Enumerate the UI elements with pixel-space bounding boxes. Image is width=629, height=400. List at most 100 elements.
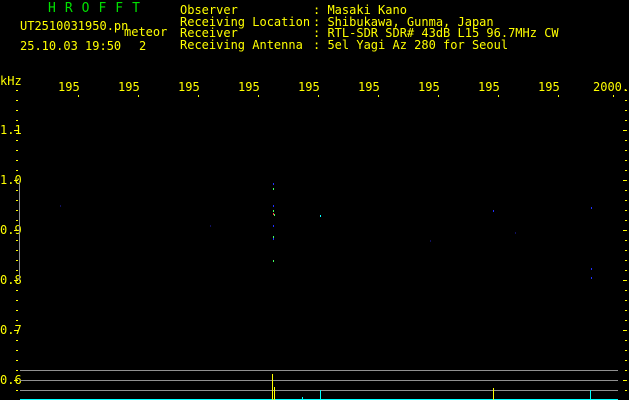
signal-bar [274, 387, 275, 400]
y-tick-right [623, 380, 627, 381]
signal-dot [430, 240, 431, 242]
x-tick-label: 195 [178, 80, 200, 94]
y-tick-left [16, 290, 18, 291]
signal-dot [515, 232, 516, 234]
mode-label: meteor [124, 25, 168, 39]
info-label: Observer [180, 3, 238, 17]
y-tick-label: 0.8 [0, 273, 22, 287]
signal-bar [493, 388, 494, 400]
signal-dot [273, 183, 274, 185]
y-tick-left [16, 90, 18, 91]
x-tick-label: 195 [538, 80, 560, 94]
y-tick-right [625, 220, 627, 221]
signal-dot [273, 188, 274, 190]
y-tick-right [625, 210, 627, 211]
y-tick-right [625, 250, 627, 251]
y-tick-label: 1.1 [0, 123, 22, 137]
signal-dot [320, 215, 321, 217]
x-tick [78, 95, 79, 97]
y-tick-right [623, 180, 627, 181]
x-tick [318, 95, 319, 97]
signal-dot [591, 268, 592, 270]
y-tick-left [16, 250, 18, 251]
signal-dot [493, 210, 494, 212]
app-title: HROFFT [48, 1, 149, 16]
x-tick-label: 195 [298, 80, 320, 94]
y-tick-right [625, 300, 627, 301]
y-tick-left [16, 310, 18, 311]
y-tick-left [16, 190, 18, 191]
signal-dot [273, 210, 274, 212]
info-value: : RTL-SDR SDR# 43dB L15 96.7MHz CW [313, 26, 559, 40]
left-marker-line [19, 181, 20, 281]
signal-dot [273, 205, 274, 207]
x-tick-label: 195 [118, 80, 140, 94]
y-tick-right [625, 270, 627, 271]
y-tick-left [16, 120, 18, 121]
y-tick-left [16, 340, 18, 341]
x-tick-label: 2000. [593, 80, 629, 94]
y-tick-left [14, 180, 18, 181]
y-tick-left [16, 100, 18, 101]
y-tick-right [625, 160, 627, 161]
x-tick [258, 95, 259, 97]
y-tick-left [16, 390, 18, 391]
level-line [20, 390, 618, 391]
y-tick-right [625, 200, 627, 201]
x-tick-label: 195 [358, 80, 380, 94]
x-tick [558, 95, 559, 97]
signal-bar [590, 390, 591, 400]
x-tick-label: 195 [478, 80, 500, 94]
info-label: Receiving Location [180, 14, 311, 29]
y-tick-left [16, 140, 18, 141]
y-tick-left [16, 200, 18, 201]
signal-dot [591, 207, 592, 209]
count: 2 [139, 39, 147, 53]
datetime: 25.10.03 19:50 [20, 39, 122, 53]
x-tick [613, 95, 614, 97]
signal-bar [302, 397, 303, 400]
y-tick-left [16, 110, 18, 111]
y-tick-left [16, 150, 18, 151]
y-tick-right [625, 140, 627, 141]
y-tick-left [16, 240, 18, 241]
y-tick-right [623, 230, 627, 231]
y-tick-left [16, 370, 18, 371]
y-tick-right [625, 100, 627, 101]
info-label: Receiving Antenna [180, 37, 303, 52]
y-tick-left [16, 260, 18, 261]
y-tick-left [16, 220, 18, 221]
y-tick-left [16, 360, 18, 361]
signal-dot [273, 238, 274, 240]
y-tick-label: 0.6 [0, 373, 22, 387]
y-tick-label: 0.7 [0, 323, 22, 337]
y-tick-right [623, 330, 627, 331]
signal-bar [272, 374, 273, 400]
signal-dot [60, 205, 61, 207]
y-tick-label: 1.0 [0, 173, 22, 187]
signal-dot [273, 236, 274, 238]
y-tick-right [625, 310, 627, 311]
x-tick-label: 195 [58, 80, 80, 94]
y-tick-left [14, 330, 18, 331]
y-tick-left [16, 270, 18, 271]
x-tick [138, 95, 139, 97]
y-tick-left [14, 280, 18, 281]
x-tick-label: 195 [418, 80, 440, 94]
y-tick-right [625, 370, 627, 371]
signal-dot [273, 225, 274, 227]
signal-dot [273, 213, 274, 215]
y-tick-left [16, 160, 18, 161]
x-tick [438, 95, 439, 97]
y-tick-left [16, 300, 18, 301]
level-line [20, 380, 618, 381]
x-tick [498, 95, 499, 97]
signal-dot [274, 214, 275, 216]
x-tick [198, 95, 199, 97]
y-tick-left [16, 350, 18, 351]
y-tick-right [625, 390, 627, 391]
level-line [20, 370, 618, 371]
y-tick-right [625, 240, 627, 241]
info-value: : Shibukawa, Gunma, Japan [313, 14, 494, 29]
